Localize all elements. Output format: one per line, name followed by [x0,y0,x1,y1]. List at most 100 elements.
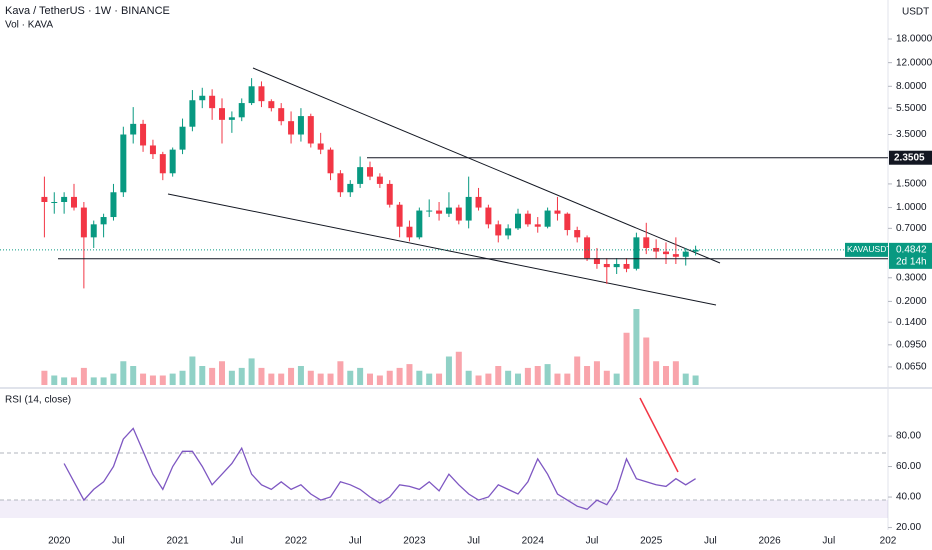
x-tick-label: Jul [230,536,243,547]
candle-body [307,116,314,144]
candle-body [376,176,383,184]
volume-bar [258,367,265,385]
volume-bar [337,361,344,385]
volume-bar [623,332,630,385]
candle-body [564,213,571,231]
candle-body [61,196,68,202]
volume-bar [692,375,699,385]
y-tick-label: 0.1400 [896,317,927,328]
y-tick-label: 0.2000 [896,296,927,307]
candle-body [179,126,186,150]
x-tick-label: Jul [704,536,717,547]
volume-bar [169,373,176,385]
x-tick-label: 2020 [48,536,71,547]
rsi-title: RSI (14, close) [5,395,71,406]
currency: USDT [902,7,929,18]
level-label: 2.3505 [894,152,925,163]
volume-bar [209,367,216,385]
y-tick-label: 0.3000 [896,272,927,283]
candle-body [455,207,462,221]
volume-bar [564,373,571,385]
candle-body [337,173,344,193]
x-tick-label: 2023 [403,536,426,547]
x-tick-label: Jul [349,536,362,547]
volume-bar [574,356,581,385]
symbol-label-bg [845,242,888,257]
volume-bar [584,366,591,385]
volume-bar [80,367,87,385]
volume-bar [445,356,452,385]
volume-bar [228,370,235,385]
volume-bar [149,375,156,385]
volume-bar [288,367,295,385]
candle-body [149,145,156,155]
symbol-label: KAVAUSDT [847,244,892,254]
volume-bar [376,375,383,385]
y-tick-label: 3.5000 [896,129,927,140]
volume-bar [219,361,225,385]
y-tick-label: 1.5000 [896,179,927,190]
x-tick-label: Jul [822,536,835,547]
candle-body [386,183,393,205]
volume-bar [248,358,255,385]
candle-body [258,86,265,102]
rsi-line [63,427,696,511]
candle-body [130,123,137,135]
candle-body [357,167,364,184]
volume-bar [663,366,669,385]
volume-bar [544,364,551,385]
candle-body [524,213,531,225]
candle-body [485,207,492,225]
volume-bar [317,373,324,385]
volume-bar [475,375,482,385]
x-tick-label: 2024 [522,536,545,547]
candle-body [682,251,689,257]
candle-body [613,263,620,268]
volume-bar [51,375,58,385]
volume-bar [268,373,275,385]
volume-bar [297,366,304,385]
rsi-divergence-line [639,397,679,473]
last-price-label: 0.4842 [896,244,927,255]
candle-body [534,224,541,227]
volume-bar [633,309,640,385]
y-tick-label: 20.00 [896,522,921,533]
candle-body [396,204,403,227]
y-tick-label: 0.7000 [896,223,927,234]
volume-bar [130,366,137,385]
candle-body [80,207,87,238]
candle-body [475,196,482,208]
candle-body [603,263,610,268]
volume-bar [554,373,561,385]
candle-body [71,196,77,208]
candle-body [189,100,196,127]
volume-bar [357,367,364,385]
y-tick-label: 1.0000 [896,202,927,213]
volume-bar [682,373,689,385]
volume-bar [347,370,354,385]
candle-body [238,103,245,118]
volume-bar [238,367,245,385]
candle-body [505,228,512,236]
candle-body [623,263,630,269]
rsi-band [0,500,888,518]
candle-body [100,217,107,225]
candle-body [219,108,225,120]
candle-body [140,123,147,146]
candle-body [278,108,285,122]
volume-bar [189,356,196,385]
candle-body [347,183,354,193]
candle-body [248,86,255,104]
candle-body [110,192,117,218]
candle-body [584,237,591,259]
candle-body [672,254,679,257]
candle-body [406,226,413,238]
volume-bar [495,366,502,385]
volume-bar [327,373,334,385]
candle-body [633,237,640,269]
candle-body [209,95,216,109]
y-tick-label: 0.0650 [896,362,927,373]
candle-body [515,213,521,229]
y-tick-label: 8.0000 [896,81,927,92]
volume-bar [436,373,443,385]
